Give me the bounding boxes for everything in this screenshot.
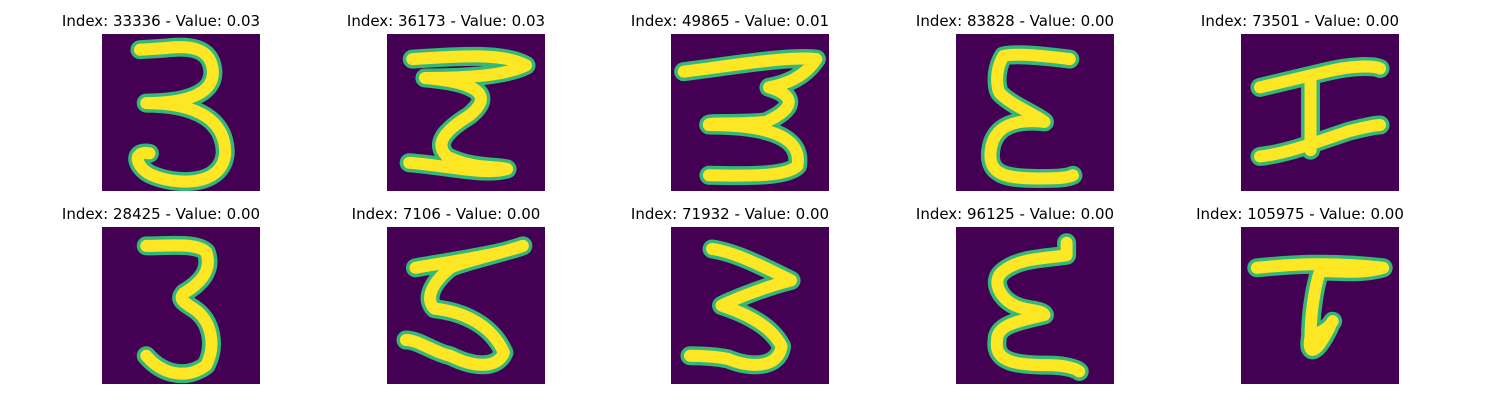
glyph-stroke bbox=[1257, 264, 1383, 350]
sample-panel: Index: 71932 - Value: 0.00 bbox=[580, 193, 880, 384]
glyph-stroke bbox=[409, 56, 526, 171]
sample-panel: Index: 36173 - Value: 0.03 bbox=[296, 0, 596, 191]
panel-title: Index: 33336 - Value: 0.03 bbox=[61, 12, 261, 30]
sample-panel: Index: 49865 - Value: 0.01 bbox=[580, 0, 880, 191]
panel-title: Index: 83828 - Value: 0.00 bbox=[915, 12, 1115, 30]
panel-title: Index: 73501 - Value: 0.00 bbox=[1200, 12, 1400, 30]
digit-five-icon bbox=[387, 227, 545, 384]
glyph-stroke bbox=[684, 58, 817, 175]
sample-panel: Index: 33336 - Value: 0.03 bbox=[11, 0, 311, 191]
panel-title: Index: 105975 - Value: 0.00 bbox=[1196, 205, 1404, 223]
sample-panel: Index: 105975 - Value: 0.00 bbox=[1150, 193, 1450, 384]
glyph-stroke bbox=[1260, 66, 1380, 87]
glyph-stroke bbox=[990, 55, 1073, 179]
letter-i-icon bbox=[1241, 34, 1399, 191]
sample-panel: Index: 28425 - Value: 0.00 bbox=[11, 193, 311, 384]
digit-three-icon bbox=[671, 34, 829, 191]
panel-title: Index: 96125 - Value: 0.00 bbox=[915, 205, 1115, 223]
glyph-stroke bbox=[406, 246, 523, 365]
panel-title: Index: 28425 - Value: 0.00 bbox=[61, 205, 261, 223]
panel-title: Index: 71932 - Value: 0.00 bbox=[630, 205, 830, 223]
letter-t-icon bbox=[1241, 227, 1399, 384]
digit-three-icon bbox=[387, 34, 545, 191]
panel-title: Index: 36173 - Value: 0.03 bbox=[346, 12, 546, 30]
glyph-stroke bbox=[690, 249, 791, 365]
glyph-stroke bbox=[1317, 321, 1333, 334]
glyph-stroke bbox=[1260, 125, 1380, 156]
glyph-stroke bbox=[138, 47, 226, 182]
panel-title: Index: 7106 - Value: 0.00 bbox=[351, 205, 541, 223]
panel-title: Index: 49865 - Value: 0.01 bbox=[630, 12, 830, 30]
epsilon-icon bbox=[956, 227, 1114, 384]
glyph-stroke bbox=[146, 245, 211, 373]
digit-three-icon bbox=[671, 227, 829, 384]
digit-three-icon bbox=[102, 227, 260, 384]
digit-three-icon bbox=[102, 34, 260, 191]
sample-panel: Index: 7106 - Value: 0.00 bbox=[296, 193, 596, 384]
sample-panel: Index: 73501 - Value: 0.00 bbox=[1150, 0, 1450, 191]
glyph-stroke bbox=[997, 243, 1079, 372]
sample-panel: Index: 96125 - Value: 0.00 bbox=[865, 193, 1165, 384]
epsilon-icon bbox=[956, 34, 1114, 191]
sample-panel: Index: 83828 - Value: 0.00 bbox=[865, 0, 1165, 191]
